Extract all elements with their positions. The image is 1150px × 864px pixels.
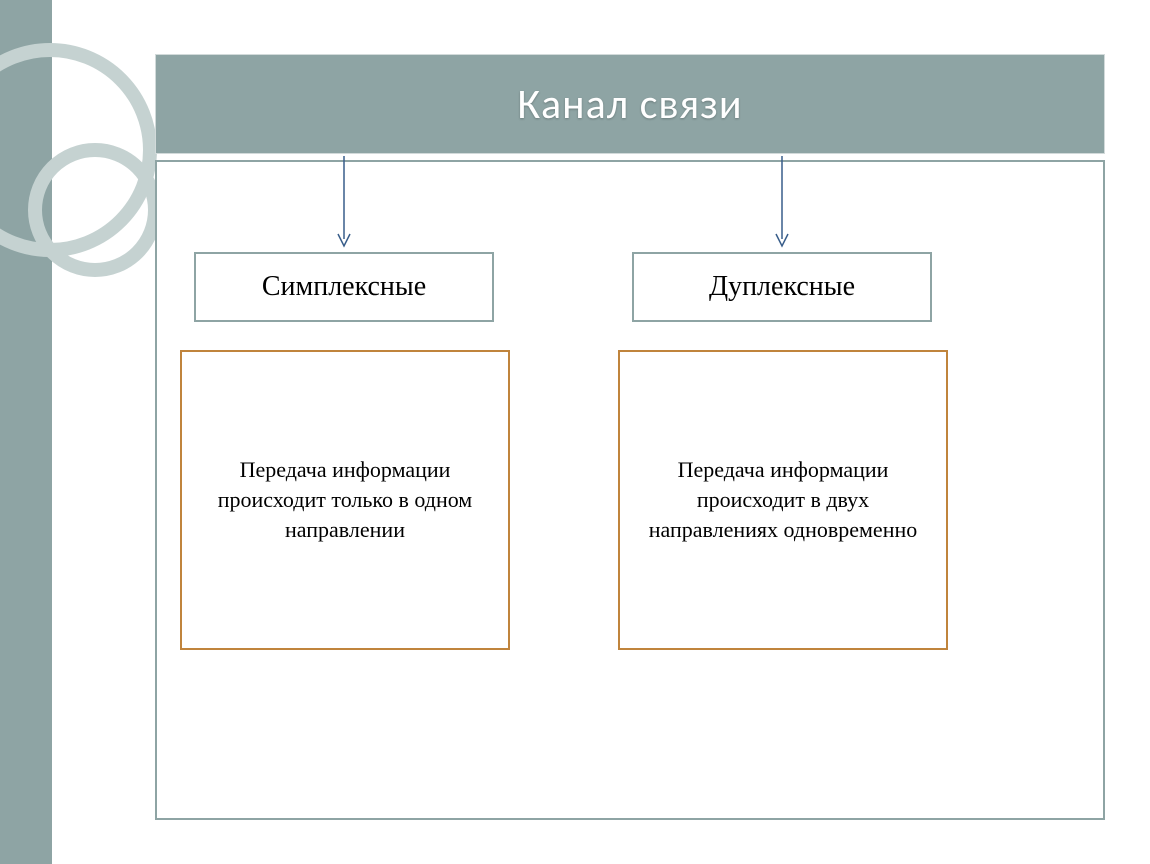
- title-bar: Канал связи: [155, 54, 1105, 154]
- title-text: Канал связи: [517, 79, 742, 130]
- desc-text-simplex: Передача информации происходит только в …: [202, 455, 488, 544]
- type-label-simplex: Симплексные: [262, 271, 426, 303]
- type-box-simplex: Симплексные: [194, 252, 494, 322]
- arrow-left: [334, 156, 335, 251]
- type-box-duplex: Дуплексные: [632, 252, 932, 322]
- desc-box-simplex: Передача информации происходит только в …: [180, 350, 510, 650]
- desc-text-duplex: Передача информации происходит в двух на…: [640, 455, 926, 544]
- arrow-right: [772, 156, 773, 251]
- desc-box-duplex: Передача информации происходит в двух на…: [618, 350, 948, 650]
- decorative-circles: [0, 30, 170, 250]
- type-label-duplex: Дуплексные: [709, 271, 855, 303]
